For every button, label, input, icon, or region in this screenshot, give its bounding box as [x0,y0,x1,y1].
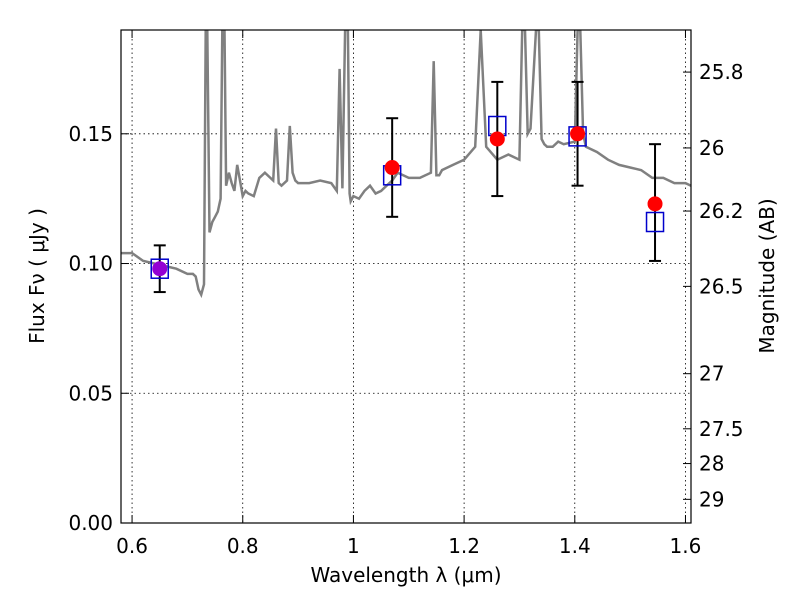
magnitude-tick-label: 27.5 [699,417,744,441]
observed-photometry-point [152,261,168,277]
x-tick-label: 1 [347,534,360,558]
observed-photometry-point [384,160,400,176]
plot-background [121,30,691,523]
x-axis-label: Wavelength λ (μm) [310,563,501,587]
x-axis-label-text: Wavelength λ (μm) [310,563,501,587]
x-axis-ticks: 0.6 0.8 1 1.2 1.4 1.6 [116,30,701,558]
x-tick-label: 1.4 [559,534,591,558]
x-tick-label: 0.8 [227,534,259,558]
y-axis-label-text: Flux Fν ( μJy ) [25,208,49,344]
magnitude-tick-label: 29 [699,487,724,511]
magnitude-tick-label: 26 [699,136,724,160]
y-axis-ticks: 0.00 0.05 0.10 0.15 [68,122,129,535]
observed-photometry-point [489,131,505,147]
x-tick-label: 1.2 [448,534,480,558]
x-tick-label: 1.6 [670,534,702,558]
magnitude-tick-label: 27 [699,362,724,386]
y-tick-label: 0.05 [68,381,113,405]
magnitude-tick-label: 28 [699,452,724,476]
model-photometry-square [150,258,169,279]
y-axis-label: Flux Fν ( μJy ) [25,208,49,344]
x-tick-label: 0.6 [116,534,148,558]
plot-frame [120,29,692,524]
y-tick-label: 0.15 [68,122,113,146]
observed-photometry-points [152,126,663,277]
magnitude-tick-label: 25.8 [699,60,744,84]
y-tick-label: 0.00 [68,511,113,535]
observed-photometry-point [647,196,663,212]
magnitude-tick-label: 26.5 [699,274,744,298]
model-spectrum-line [121,30,691,299]
magnitude-axis-label-text: Magnitude (AB) [755,198,779,353]
magnitude-tick-label: 26.2 [699,199,744,223]
model-photometry-square [645,211,665,233]
magnitude-axis-ticks: 25.8 26 26.2 26.5 27 27.5 28 29 [683,60,744,511]
observed-photometry-point [570,126,586,142]
magnitude-axis-label: Magnitude (AB) [755,198,779,353]
y-tick-label: 0.10 [68,252,113,276]
grid-lines [121,30,691,523]
